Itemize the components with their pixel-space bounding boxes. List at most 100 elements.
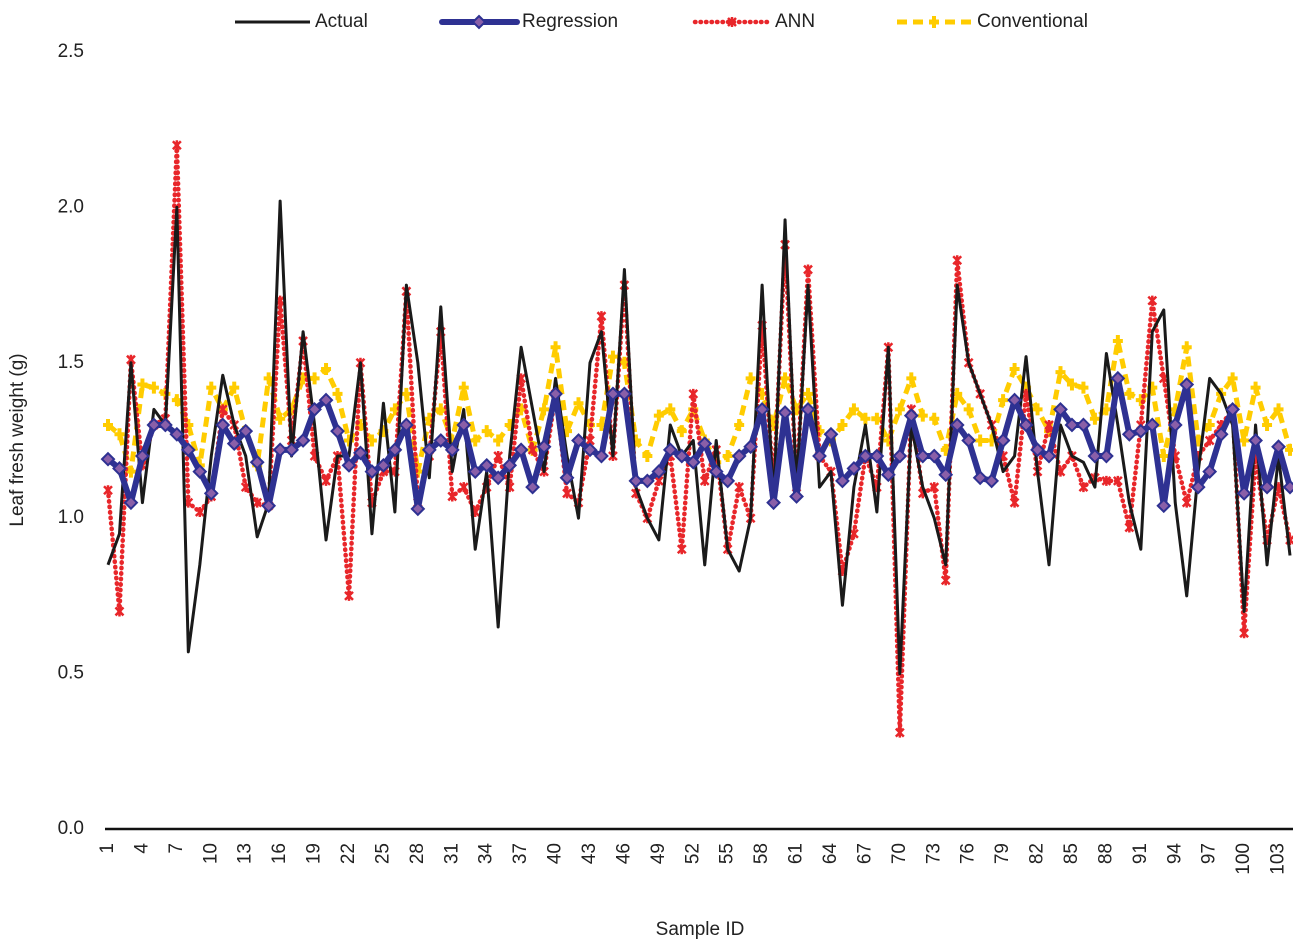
x-tick-label: 85 — [1061, 843, 1082, 864]
marker — [471, 14, 487, 30]
marker — [226, 436, 242, 452]
marker — [513, 442, 529, 458]
x-tick-label: 37 — [510, 843, 531, 864]
marker — [849, 528, 859, 539]
marker — [135, 448, 150, 464]
marker — [146, 417, 162, 433]
x-tick-label: 25 — [372, 843, 393, 864]
marker — [479, 457, 495, 473]
marker — [309, 372, 320, 385]
marker — [812, 448, 827, 464]
x-tick-label: 61 — [786, 843, 807, 864]
x-tick-label: 88 — [1095, 843, 1116, 864]
series-line — [106, 199, 1292, 676]
x-tick-label: 49 — [648, 843, 669, 864]
marker — [536, 439, 552, 455]
marker — [1133, 423, 1149, 439]
marker — [688, 388, 699, 399]
x-tick-label: 58 — [751, 843, 772, 864]
marker — [734, 482, 745, 493]
legend-label: ANN — [775, 11, 815, 32]
x-tick-label: 76 — [958, 843, 979, 864]
marker — [1124, 387, 1135, 400]
marker — [1009, 497, 1020, 508]
marker — [929, 16, 939, 28]
marker — [1041, 448, 1057, 464]
marker — [332, 387, 343, 400]
marker — [157, 417, 173, 433]
marker — [1112, 475, 1123, 486]
marker — [915, 448, 931, 464]
marker — [697, 436, 713, 452]
marker — [275, 412, 286, 425]
marker — [1213, 426, 1229, 442]
y-tick-label: 1.5 — [58, 352, 84, 373]
marker — [995, 433, 1011, 448]
marker — [961, 433, 977, 448]
marker — [559, 470, 575, 486]
marker — [447, 491, 458, 502]
marker — [1250, 381, 1261, 394]
marker — [938, 467, 954, 483]
marker — [917, 409, 928, 422]
marker — [803, 264, 813, 275]
marker — [926, 448, 942, 464]
marker — [562, 488, 572, 499]
marker — [171, 394, 182, 407]
marker — [1112, 335, 1123, 348]
marker — [1064, 417, 1080, 433]
marker — [952, 255, 963, 266]
marker — [1285, 443, 1293, 456]
x-tick-label: 19 — [304, 843, 325, 864]
x-tick-label: 52 — [682, 843, 703, 864]
marker — [272, 442, 288, 458]
marker — [869, 448, 885, 464]
marker — [653, 409, 664, 422]
marker — [1273, 403, 1284, 416]
marker — [344, 590, 354, 601]
marker — [998, 394, 1009, 407]
marker — [1179, 377, 1195, 392]
marker — [949, 417, 965, 433]
marker — [1087, 448, 1103, 464]
marker — [803, 387, 814, 400]
marker — [364, 464, 380, 479]
marker — [206, 381, 217, 394]
marker — [1239, 628, 1249, 639]
marker — [582, 442, 598, 458]
x-tick-label: 28 — [407, 843, 428, 864]
marker — [1259, 479, 1275, 495]
marker — [1225, 402, 1241, 417]
marker — [467, 464, 483, 479]
marker — [972, 470, 988, 486]
y-tick-label: 2.0 — [58, 196, 84, 217]
y-tick-label: 0.5 — [58, 663, 84, 684]
x-tick-label: 73 — [923, 843, 944, 864]
marker — [171, 140, 182, 151]
marker — [192, 464, 208, 479]
marker — [892, 448, 908, 464]
marker — [194, 506, 205, 517]
marker — [1262, 418, 1273, 431]
marker — [137, 378, 148, 391]
marker — [527, 444, 538, 455]
marker — [376, 457, 391, 473]
marker — [685, 454, 701, 470]
marker — [180, 442, 196, 458]
marker — [169, 426, 185, 442]
marker — [458, 482, 469, 493]
marker — [458, 381, 469, 394]
marker — [1078, 482, 1089, 493]
x-tick-label: 55 — [717, 843, 738, 864]
marker — [341, 457, 357, 473]
marker — [123, 495, 139, 511]
marker — [1089, 412, 1100, 425]
x-tick-label: 100 — [1233, 843, 1254, 875]
marker — [493, 451, 504, 462]
marker — [860, 412, 871, 425]
y-tick-label: 2.5 — [58, 41, 84, 62]
legend-label: Conventional — [977, 11, 1088, 32]
marker — [1147, 295, 1158, 306]
x-tick-label: 46 — [613, 843, 634, 864]
